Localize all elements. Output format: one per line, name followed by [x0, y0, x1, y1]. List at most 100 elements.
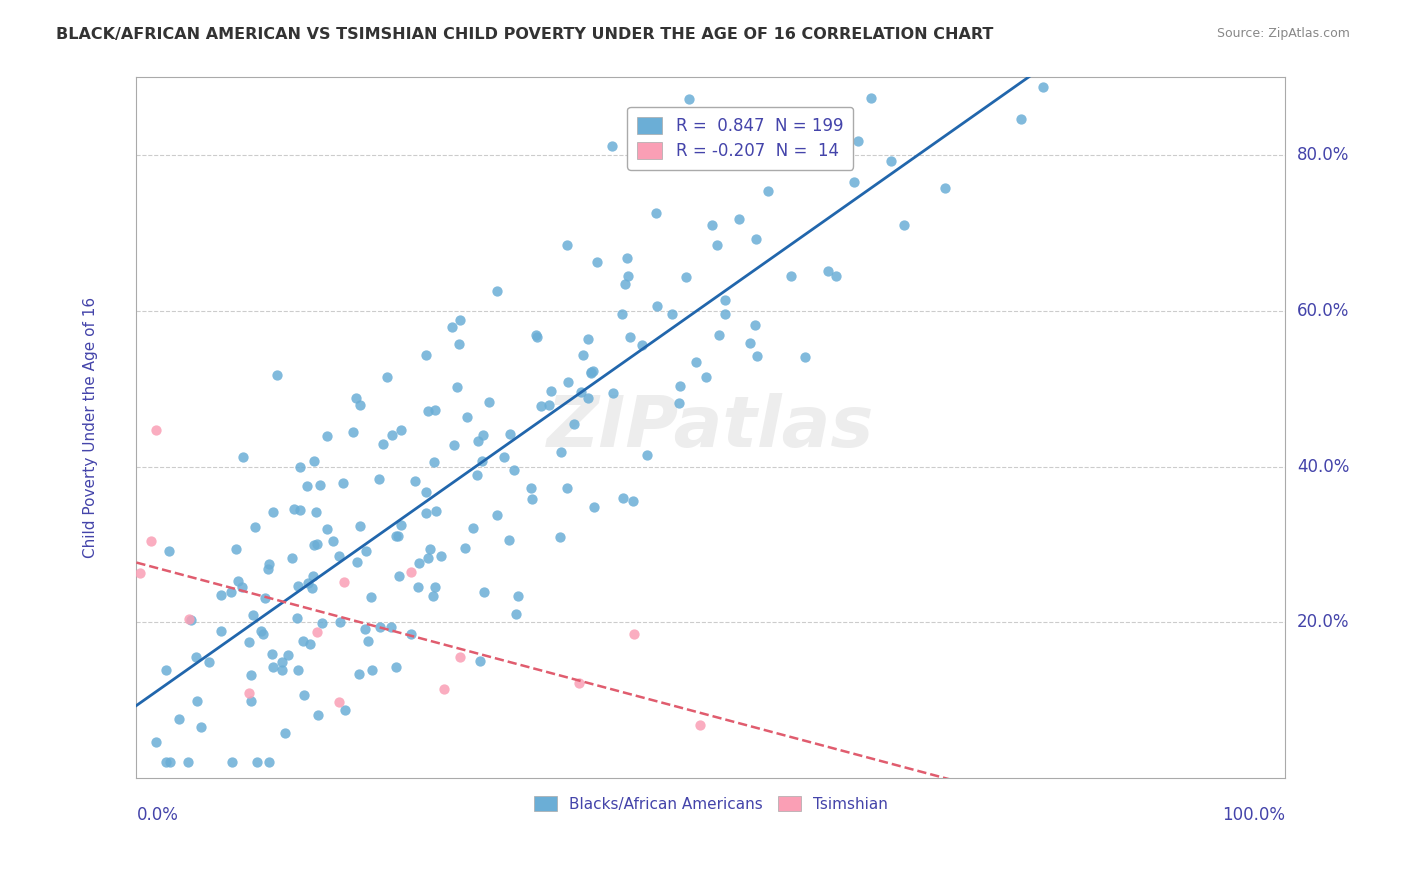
Point: [422, 455, 444, 469]
Point: [794, 350, 817, 364]
Point: [262, 505, 284, 519]
Point: [301, 581, 323, 595]
Point: [467, 434, 489, 449]
Point: [907, 38, 929, 53]
Point: [145, 735, 167, 749]
Point: [520, 491, 543, 506]
Point: [502, 463, 524, 477]
Point: [555, 481, 578, 495]
Point: [209, 588, 232, 602]
Point: [702, 218, 724, 232]
Point: [387, 529, 409, 543]
Point: [540, 384, 562, 399]
Point: [419, 542, 441, 557]
Text: 100.0%: 100.0%: [1222, 806, 1285, 824]
Point: [415, 506, 437, 520]
Point: [616, 251, 638, 265]
Point: [621, 494, 644, 508]
Point: [645, 206, 668, 220]
Point: [1010, 112, 1032, 127]
Point: [177, 612, 200, 626]
Point: [453, 541, 475, 556]
Point: [328, 549, 350, 564]
Point: [486, 508, 509, 522]
Point: [287, 663, 309, 677]
Point: [893, 219, 915, 233]
Point: [478, 395, 501, 409]
Point: [550, 445, 572, 459]
Point: [740, 336, 762, 351]
Point: [461, 520, 484, 534]
Point: [576, 391, 599, 405]
Point: [1032, 80, 1054, 95]
Point: [619, 329, 641, 343]
Point: [357, 633, 380, 648]
Point: [661, 307, 683, 321]
Point: [571, 348, 593, 362]
Point: [239, 694, 262, 708]
Point: [333, 703, 356, 717]
Point: [155, 663, 177, 677]
Point: [576, 332, 599, 346]
Point: [381, 428, 404, 442]
Point: [555, 238, 578, 252]
Point: [846, 134, 869, 148]
Point: [506, 589, 529, 603]
Point: [494, 450, 516, 465]
Point: [209, 624, 232, 638]
Point: [645, 299, 668, 313]
Point: [287, 578, 309, 592]
Point: [934, 181, 956, 195]
Point: [747, 349, 769, 363]
Point: [449, 337, 471, 351]
Point: [465, 468, 488, 483]
Point: [344, 391, 367, 405]
Point: [524, 328, 547, 343]
Point: [425, 403, 447, 417]
Point: [346, 555, 368, 569]
Point: [302, 569, 325, 583]
Point: [262, 648, 284, 662]
Point: [485, 284, 508, 298]
Point: [520, 481, 543, 495]
Point: [361, 663, 384, 677]
Point: [557, 376, 579, 390]
Point: [612, 491, 634, 506]
Point: [252, 627, 274, 641]
Point: [636, 448, 658, 462]
Point: [302, 453, 325, 467]
Point: [308, 477, 330, 491]
Text: BLACK/AFRICAN AMERICAN VS TSIMSHIAN CHILD POVERTY UNDER THE AGE OF 16 CORRELATIO: BLACK/AFRICAN AMERICAN VS TSIMSHIAN CHIL…: [56, 27, 994, 42]
Text: Child Poverty Under the Age of 16: Child Poverty Under the Age of 16: [83, 297, 98, 558]
Point: [283, 502, 305, 516]
Point: [332, 476, 354, 491]
Text: 40.0%: 40.0%: [1296, 458, 1350, 475]
Point: [456, 409, 478, 424]
Point: [472, 584, 495, 599]
Point: [617, 269, 640, 284]
Point: [256, 562, 278, 576]
Point: [232, 450, 254, 464]
Point: [1130, 31, 1153, 45]
Point: [257, 756, 280, 770]
Point: [159, 544, 181, 558]
Point: [298, 637, 321, 651]
Point: [468, 654, 491, 668]
Point: [238, 686, 260, 700]
Point: [328, 695, 350, 709]
Point: [623, 626, 645, 640]
Point: [274, 725, 297, 739]
Point: [385, 659, 408, 673]
Point: [285, 611, 308, 625]
Point: [706, 238, 728, 252]
Point: [371, 437, 394, 451]
Point: [389, 423, 412, 437]
Point: [416, 551, 439, 566]
Point: [538, 398, 561, 412]
Point: [779, 268, 801, 283]
Point: [613, 277, 636, 291]
Point: [728, 212, 751, 227]
Point: [349, 519, 371, 533]
Point: [416, 404, 439, 418]
Text: 60.0%: 60.0%: [1296, 302, 1350, 320]
